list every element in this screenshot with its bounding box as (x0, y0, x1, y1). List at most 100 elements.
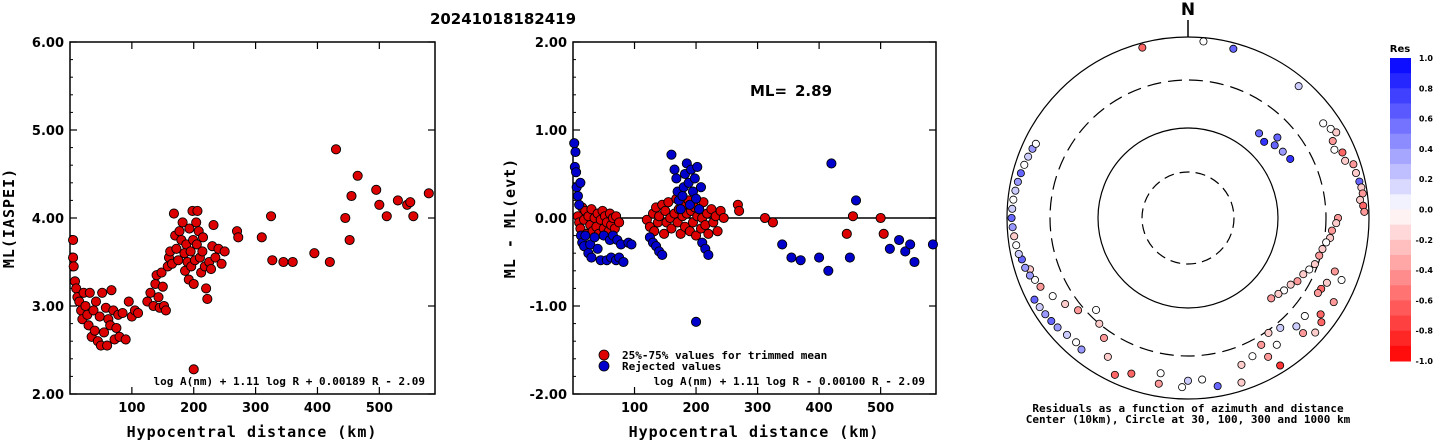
polar-point (1332, 128, 1341, 137)
panel1-point (197, 232, 209, 243)
panel1-point (117, 307, 128, 319)
panel2-point (659, 228, 670, 239)
panel2-point (909, 256, 920, 268)
panel2-point (569, 138, 580, 149)
panel2-point (900, 246, 911, 257)
polar-point (1264, 352, 1273, 361)
ml-vs-distance-panel: 100 200 300 400 500 2.00 3.00 4.00 5.00 6.00 Hypo… (0, 36, 436, 441)
panel2-xtick-label: 200 (682, 401, 709, 416)
panel1-xtick-label: 200 (180, 401, 207, 416)
colorbar-cell (1390, 270, 1411, 286)
panel1-point (185, 246, 196, 257)
panel2-point (689, 173, 700, 184)
polar-point (1326, 124, 1335, 133)
panel1-point (408, 211, 419, 222)
panel2-point (580, 230, 591, 241)
panel1-ytick-label: 3.00 (32, 300, 64, 315)
panel2-point (660, 205, 671, 217)
panel1-point (344, 234, 355, 246)
polar-point (1299, 329, 1308, 338)
colorbar-cell (1390, 345, 1411, 362)
polar-point (1237, 378, 1246, 387)
panel2-point (875, 212, 886, 224)
polar-point (1270, 141, 1279, 150)
panel1-point (97, 287, 108, 298)
panel2-point (572, 190, 583, 202)
panel2-point (844, 252, 855, 263)
polar-point (1311, 328, 1320, 337)
panel2-ytick-label: -1.00 (530, 300, 567, 315)
ring-300km (1049, 79, 1327, 357)
polar-point (1024, 152, 1033, 161)
event-title: 20241018182419 (430, 10, 576, 28)
colorbar-title: Res (1390, 44, 1410, 55)
polar-point (1286, 154, 1295, 163)
panel2-point (675, 204, 686, 215)
panel2-point (878, 228, 889, 239)
colorbar-cell (1390, 300, 1411, 317)
panel1-ytick-label: 6.00 (32, 36, 64, 51)
panel1-point (330, 144, 342, 155)
legend-label-trimmed: 25%-75% values for trimmed mean (622, 349, 827, 362)
polar-point (1011, 186, 1020, 195)
colorbar-cell (1390, 179, 1411, 195)
panel1-point (156, 267, 167, 278)
polar-point (1351, 168, 1360, 177)
polar-point (1260, 137, 1269, 146)
colorbar-cell (1390, 194, 1411, 210)
panel2-ytick-label: 1.00 (535, 124, 567, 139)
colorbar-cell (1390, 164, 1411, 180)
legend-marker-trimmed (598, 349, 610, 361)
colorbar-cell (1390, 239, 1411, 256)
panel1-point (68, 234, 79, 246)
panel1-point (123, 296, 134, 307)
panel1-point (266, 211, 277, 222)
legend-marker-rejected (598, 360, 610, 372)
panel2-point (894, 234, 905, 246)
polar-point (1213, 382, 1222, 391)
polar-caption-line1: Residuals as a function of azimuth and d… (1032, 402, 1344, 415)
panel1-point (171, 243, 182, 254)
panel2-point (694, 204, 705, 215)
polar-point (1030, 275, 1039, 284)
panel2-xtick-label: 100 (621, 401, 648, 416)
panel1-point (201, 283, 212, 294)
panel1-point (216, 258, 227, 269)
panel1-ytick-label: 4.00 (32, 212, 64, 227)
colorbar-tick-label: -0.6 (1416, 296, 1434, 305)
panel2-point (703, 228, 714, 239)
polar-point (1299, 270, 1308, 279)
panel2-point (718, 212, 729, 224)
polar-point (1341, 156, 1350, 165)
ring-100km (1097, 127, 1279, 309)
colorbar-cell (1390, 224, 1411, 241)
panel2-ylabel: ML - ML(evt) (501, 158, 519, 278)
colorbar-tick-label: 0.6 (1419, 115, 1434, 124)
polar-point (1103, 352, 1112, 361)
panel1-point (177, 217, 188, 228)
panel1-point (168, 208, 179, 219)
polar-point (1264, 328, 1273, 337)
polar-point (1013, 177, 1022, 186)
panel2-ytick-label: 0.00 (535, 212, 567, 227)
ml-label: ML= (750, 82, 787, 100)
panel2-point (905, 239, 916, 250)
panel2-point (777, 239, 788, 250)
panel2-point (814, 252, 825, 263)
polar-point (1198, 375, 1207, 384)
residual-vs-distance-panel: 100 200 300 400 500 -2.00 -1.00 0.00 1.00 2.00 ML… (501, 36, 938, 441)
panel2-point (927, 239, 938, 250)
panel1-point (340, 212, 351, 224)
polar-point (1048, 292, 1057, 301)
polar-point (1329, 298, 1338, 307)
panel1-point (423, 188, 434, 199)
panel1-point (157, 281, 168, 292)
panel1-point (191, 239, 202, 250)
panel1-ytick-label: 5.00 (32, 124, 64, 139)
panel1-point (324, 256, 335, 268)
panel1-point (133, 307, 144, 319)
polar-point (1313, 289, 1322, 298)
polar-point (1322, 238, 1331, 247)
panel1-point (111, 322, 122, 334)
polar-point (1257, 340, 1266, 349)
